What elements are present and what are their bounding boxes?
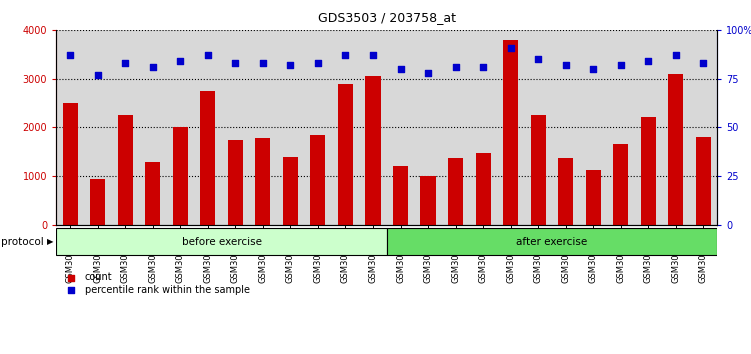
Text: after exercise: after exercise [517, 236, 587, 247]
Point [92, 72, 104, 78]
Point [422, 70, 434, 76]
Bar [662, 30, 689, 225]
Bar [338, 84, 353, 225]
Point [64, 52, 76, 58]
Bar [173, 127, 188, 225]
Point [202, 52, 214, 58]
Point [559, 62, 572, 68]
Bar [56, 228, 387, 255]
Bar [635, 30, 662, 225]
Bar [222, 30, 249, 225]
Point [174, 58, 186, 64]
Bar [310, 135, 325, 225]
Bar [442, 30, 469, 225]
Bar [84, 30, 111, 225]
Bar [139, 30, 167, 225]
Bar [531, 115, 546, 225]
Point [119, 60, 131, 66]
Bar [448, 158, 463, 225]
Point [505, 45, 517, 50]
Bar [641, 117, 656, 225]
Bar [118, 115, 133, 225]
Point [312, 60, 324, 66]
Bar [393, 166, 408, 225]
Point [257, 60, 269, 66]
Bar [586, 170, 601, 225]
Bar [276, 30, 304, 225]
Bar [56, 30, 84, 225]
Bar [558, 158, 573, 225]
Point [285, 62, 297, 68]
Bar [249, 30, 276, 225]
Point [642, 58, 654, 64]
Bar [469, 30, 497, 225]
Text: protocol: protocol [1, 236, 44, 247]
Bar [668, 74, 683, 225]
Bar [366, 76, 381, 225]
Point [615, 62, 627, 68]
Bar [503, 40, 518, 225]
Text: before exercise: before exercise [182, 236, 261, 247]
Bar [607, 30, 635, 225]
Point [229, 60, 241, 66]
Legend: count, percentile rank within the sample: count, percentile rank within the sample [61, 272, 249, 295]
Bar [421, 176, 436, 225]
Bar [228, 139, 243, 225]
Text: ▶: ▶ [47, 237, 53, 246]
Point [587, 66, 599, 72]
Point [532, 56, 544, 62]
Point [698, 60, 710, 66]
Bar [359, 30, 387, 225]
Bar [283, 156, 298, 225]
Point [450, 64, 462, 70]
Bar [415, 30, 442, 225]
Bar [552, 30, 580, 225]
Point [339, 52, 351, 58]
Bar [696, 137, 711, 225]
Bar [524, 30, 552, 225]
Point [477, 64, 489, 70]
Bar [167, 30, 194, 225]
Bar [194, 30, 222, 225]
Point [367, 52, 379, 58]
Bar [145, 161, 160, 225]
Bar [689, 30, 717, 225]
Bar [387, 30, 415, 225]
Bar [332, 30, 359, 225]
Bar [387, 228, 717, 255]
Point [146, 64, 158, 70]
Bar [111, 30, 139, 225]
Bar [475, 153, 490, 225]
Point [670, 52, 682, 58]
Bar [304, 30, 332, 225]
Text: GDS3503 / 203758_at: GDS3503 / 203758_at [318, 11, 456, 24]
Bar [62, 103, 77, 225]
Bar [255, 138, 270, 225]
Point [394, 66, 406, 72]
Bar [614, 144, 629, 225]
Bar [497, 30, 524, 225]
Bar [90, 178, 105, 225]
Bar [201, 91, 216, 225]
Bar [580, 30, 607, 225]
